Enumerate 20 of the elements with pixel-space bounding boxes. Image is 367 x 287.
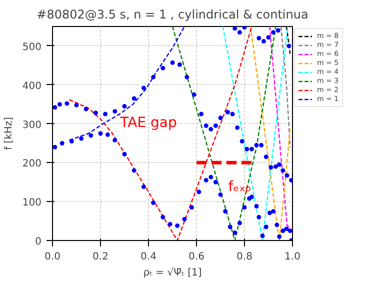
y-tick-label: 500 bbox=[22, 42, 42, 53]
line-series bbox=[250, 26, 291, 240]
line-series bbox=[222, 26, 288, 240]
x-tick-label: 0.0 bbox=[44, 252, 60, 262]
y-tick-label: 400 bbox=[22, 80, 42, 92]
y-tick-label: 0 bbox=[35, 236, 42, 248]
line-series bbox=[68, 26, 252, 240]
annotation: fₑₓₚ bbox=[228, 179, 252, 195]
annotation: TAE gap bbox=[119, 114, 177, 131]
x-tick-label: 0.4 bbox=[140, 252, 156, 262]
y-tick-label: 300 bbox=[22, 120, 42, 131]
chart-title: #80802@3.5 s, n = 1 , cylindrical & continua bbox=[36, 8, 308, 22]
x-axis-title: ρₜ = √Ψ̄ₜ [1] bbox=[143, 266, 202, 278]
y-axis-title: f [kHz] bbox=[3, 116, 14, 150]
x-tick-label: 0.6 bbox=[188, 252, 204, 262]
y-tick-label: 200 bbox=[22, 158, 42, 170]
x-tick-label: 0.8 bbox=[236, 252, 252, 262]
x-tick-label: 1.0 bbox=[284, 252, 300, 262]
y-tick-label: 100 bbox=[22, 198, 42, 209]
x-tick-label: 0.2 bbox=[92, 252, 108, 262]
